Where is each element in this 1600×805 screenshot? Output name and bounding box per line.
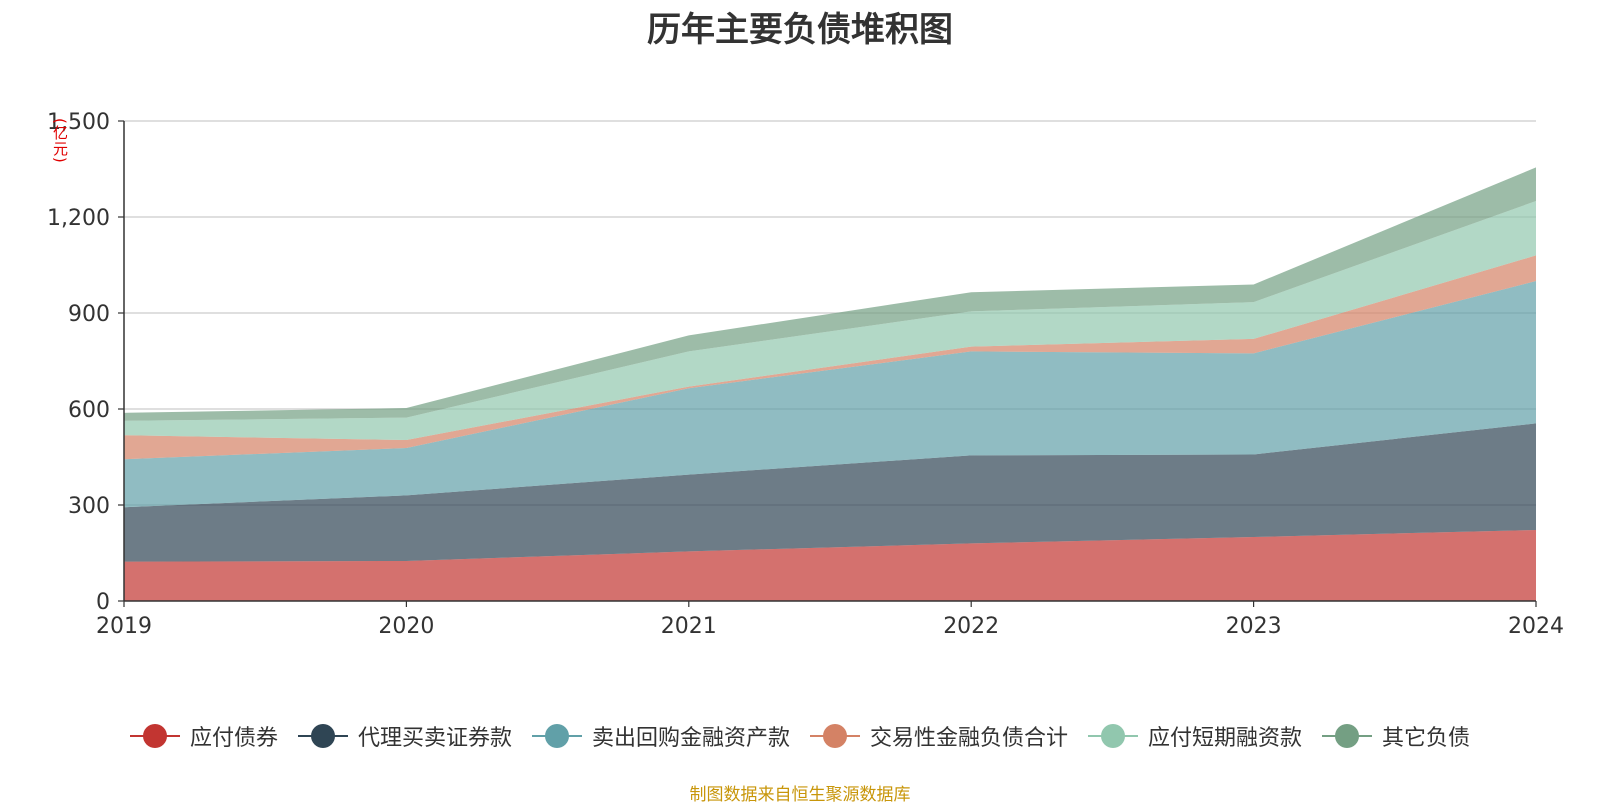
legend-item[interactable]: 卖出回购金融资产款 — [531, 720, 790, 752]
x-tick-label: 2023 — [1226, 614, 1282, 639]
legend-marker — [297, 724, 348, 748]
data-source-note: 制图数据来自恒生聚源数据库 — [689, 785, 911, 805]
legend-marker — [1088, 724, 1139, 748]
area-series-5 — [124, 201, 1536, 441]
legend-item[interactable]: 交易性金融负债合计 — [810, 720, 1068, 752]
chart-title: 历年主要负债堆积图 — [647, 10, 953, 50]
legend-label: 应付短期融资款 — [1148, 726, 1303, 751]
y-tick-label: 900 — [68, 302, 110, 327]
y-tick-label: 1,200 — [47, 206, 110, 231]
legend-marker — [531, 724, 582, 748]
area-series — [124, 167, 1536, 601]
legend-label: 应付债券 — [189, 726, 278, 751]
x-tick-label: 2022 — [943, 614, 999, 639]
legend-marker — [810, 724, 860, 748]
area-series-6 — [124, 167, 1536, 421]
legend-label: 卖出回购金融资产款 — [591, 726, 790, 751]
x-tick-label: 2020 — [378, 614, 434, 639]
legend-item[interactable]: 应付债券 — [129, 720, 278, 752]
legend-marker — [129, 724, 180, 748]
legend: 应付债券 代理买卖证券款 卖出回购金融资产款 交易性金融负债合计 应付短期融资款 其它负债 — [0, 720, 1600, 752]
legend-item[interactable]: 其它负债 — [1322, 720, 1470, 752]
area-series-1 — [124, 529, 1536, 601]
y-tick-label: 300 — [68, 494, 110, 519]
legend-item[interactable]: 代理买卖证券款 — [297, 720, 512, 752]
x-tick-label: 2021 — [661, 614, 717, 639]
legend-marker — [1322, 724, 1373, 748]
x-tick-label: 2019 — [96, 614, 152, 639]
y-tick-label: 1,500 — [47, 110, 110, 135]
legend-label: 交易性金融负债合计 — [870, 726, 1069, 751]
legend-item[interactable]: 应付短期融资款 — [1088, 720, 1302, 752]
area-series-4 — [124, 255, 1536, 460]
area-series-2 — [124, 423, 1536, 562]
axes: 0 300 600 900 1,200 1,500 2019 2020 2021 2022 2023… — [47, 110, 1564, 639]
stacked-area-chart: 0 300 600 900 1,200 1,500 2019 2020 2021 2022 2023… — [47, 110, 1564, 639]
y-tick-label: 0 — [96, 590, 110, 615]
legend-label: 代理买卖证券款 — [357, 726, 512, 751]
area-series-3 — [124, 281, 1536, 508]
y-axis-unit: (亿元) — [51, 118, 69, 164]
legend-label: 其它负债 — [1382, 726, 1471, 751]
x-tick-label: 2024 — [1508, 614, 1564, 639]
y-tick-label: 600 — [68, 398, 110, 423]
